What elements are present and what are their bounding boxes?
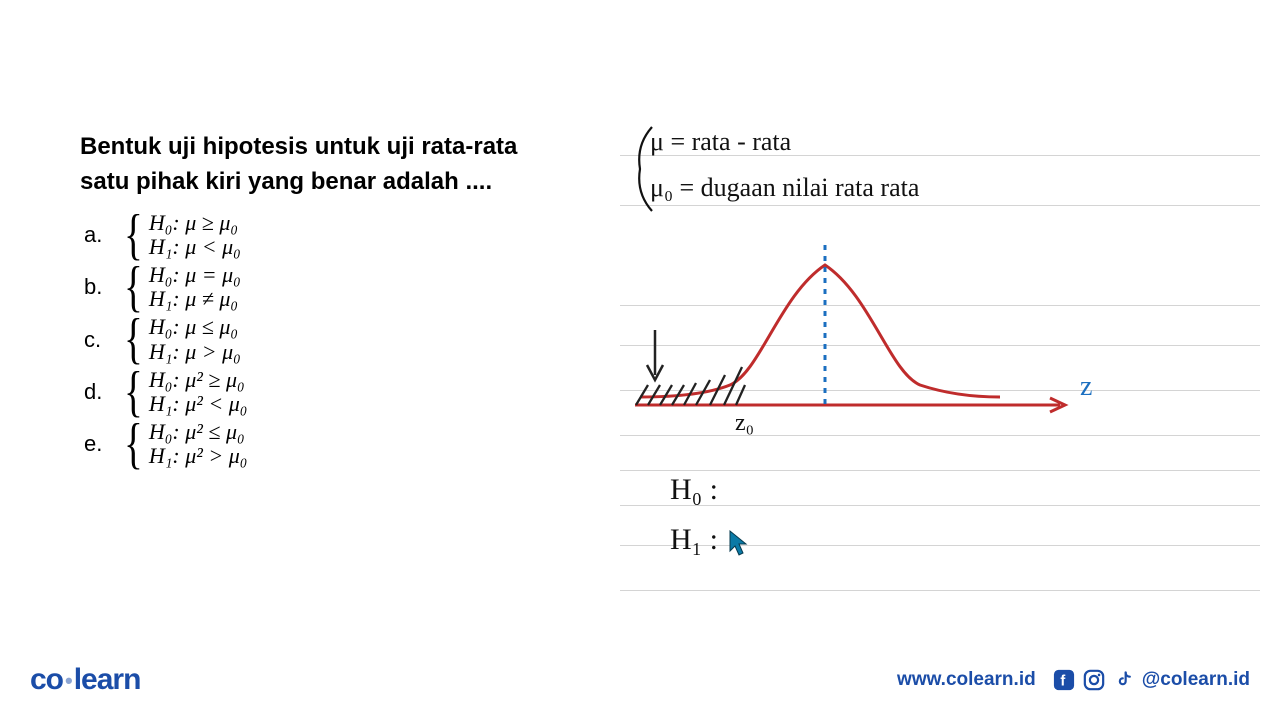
instagram-icon[interactable] xyxy=(1082,668,1106,692)
defs-bracket-icon xyxy=(630,125,660,215)
logo-dot-icon: • xyxy=(65,668,72,693)
question-block: Bentuk uji hipotesis untuk uji rata-rata… xyxy=(80,130,580,472)
option-b-h0: H₀: μ = μ₀ xyxy=(149,263,241,287)
option-a-body: { H₀: μ ≥ μ₀ H₁: μ < μ₀ xyxy=(120,210,241,260)
facebook-icon[interactable]: f xyxy=(1052,668,1076,692)
option-e-h1: H₁: μ² > μ₀ xyxy=(149,444,248,468)
logo-learn: learn xyxy=(74,663,141,696)
option-c-letter: c. xyxy=(84,327,120,353)
note-mu0-def: μ₀ = dugaan nilai rata rata xyxy=(650,173,919,203)
option-d-letter: d. xyxy=(84,379,120,405)
option-c-h1: H₁: μ > μ₀ xyxy=(149,340,241,364)
option-c-body: { H₀: μ ≤ μ₀ H₁: μ > μ₀ xyxy=(120,314,241,364)
brace-icon: { xyxy=(124,314,143,364)
option-c-h0: H₀: μ ≤ μ₀ xyxy=(149,315,241,339)
brace-icon: { xyxy=(124,262,143,312)
note-mu-def: μ = rata - rata xyxy=(650,127,791,157)
options-list: a. { H₀: μ ≥ μ₀ H₁: μ < μ₀ b. { H₀: μ = … xyxy=(80,210,580,470)
option-d-h1: H₁: μ² < μ₀ xyxy=(149,392,248,416)
logo-co: co xyxy=(30,663,63,696)
brand-logo: co•learn xyxy=(30,663,140,697)
brace-icon: { xyxy=(124,367,143,417)
option-b-body: { H₀: μ = μ₀ H₁: μ ≠ μ₀ xyxy=(120,262,241,312)
option-c: c. { H₀: μ ≤ μ₀ H₁: μ > μ₀ xyxy=(84,314,580,364)
note-h0-label: H₀ : xyxy=(670,473,718,507)
option-a-letter: a. xyxy=(84,222,120,248)
brace-icon: { xyxy=(124,419,143,469)
footer: co•learn www.colearn.id f @colearn.id xyxy=(0,660,1280,700)
option-a-h0: H₀: μ ≥ μ₀ xyxy=(149,211,241,235)
ruled-line xyxy=(620,205,1260,206)
question-text: Bentuk uji hipotesis untuk uji rata-rata… xyxy=(80,130,580,200)
option-a: a. { H₀: μ ≥ μ₀ H₁: μ < μ₀ xyxy=(84,210,580,260)
option-d-h0: H₀: μ² ≥ μ₀ xyxy=(149,368,248,392)
footer-handle[interactable]: @colearn.id xyxy=(1142,669,1250,691)
note-h1-label: H₁ : xyxy=(670,523,718,557)
option-b-letter: b. xyxy=(84,274,120,300)
svg-text:f: f xyxy=(1060,674,1065,690)
option-a-h1: H₁: μ < μ₀ xyxy=(149,235,241,259)
brace-icon: { xyxy=(124,210,143,260)
option-e: e. { H₀: μ² ≤ μ₀ H₁: μ² > μ₀ xyxy=(84,419,580,469)
cursor-icon xyxy=(728,529,750,557)
option-b: b. { H₀: μ = μ₀ H₁: μ ≠ μ₀ xyxy=(84,262,580,312)
tiktok-icon[interactable] xyxy=(1112,668,1136,692)
option-e-body: { H₀: μ² ≤ μ₀ H₁: μ² > μ₀ xyxy=(120,419,247,469)
ruled-line xyxy=(620,470,1260,471)
footer-url[interactable]: www.colearn.id xyxy=(897,669,1036,691)
option-b-h1: H₁: μ ≠ μ₀ xyxy=(149,287,241,311)
option-e-letter: e. xyxy=(84,431,120,457)
question-line2: satu pihak kiri yang benar adalah .... xyxy=(80,168,492,195)
z0-label: z₀ xyxy=(735,410,754,436)
z-label: z xyxy=(1080,371,1092,402)
option-d: d. { H₀: μ² ≥ μ₀ H₁: μ² < μ₀ xyxy=(84,367,580,417)
question-line1: Bentuk uji hipotesis untuk uji rata-rata xyxy=(80,133,517,160)
social-icons: f @colearn.id xyxy=(1052,668,1250,692)
footer-right: www.colearn.id f @colearn.id xyxy=(897,668,1250,692)
ruled-line xyxy=(620,590,1260,591)
option-e-h0: H₀: μ² ≤ μ₀ xyxy=(149,420,248,444)
option-d-body: { H₀: μ² ≥ μ₀ H₁: μ² < μ₀ xyxy=(120,367,247,417)
bell-curve-diagram: z₀ z xyxy=(620,235,1120,445)
handwritten-notes: μ = rata - rata μ₀ = dugaan nilai rata r… xyxy=(620,125,1260,615)
